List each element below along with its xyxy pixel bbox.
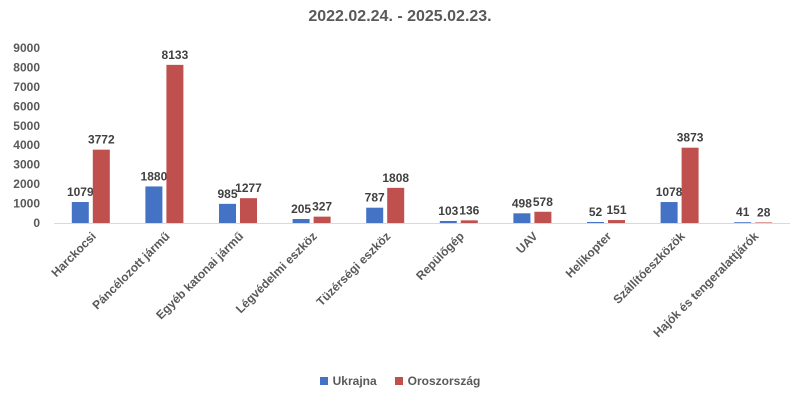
- bar-oroszorszag: [681, 147, 699, 223]
- data-label: 103: [438, 204, 458, 218]
- data-label: 3873: [677, 131, 704, 145]
- data-label: 151: [606, 203, 626, 217]
- y-tick-label: 1000: [13, 197, 40, 211]
- data-label: 787: [365, 191, 385, 205]
- data-label: 1808: [382, 171, 409, 185]
- data-label: 578: [533, 195, 553, 209]
- data-label: 3772: [88, 133, 115, 147]
- x-tick-label: Harckocsi: [48, 229, 98, 279]
- x-tick-label: Helikopter: [563, 229, 615, 281]
- data-label: 985: [217, 187, 237, 201]
- bar-ukrajna: [366, 207, 384, 223]
- legend-item-oroszorszag: Oroszország: [394, 374, 481, 388]
- bar-ukrajna: [734, 222, 752, 223]
- bar-ukrajna: [513, 213, 531, 223]
- data-label: 1880: [141, 169, 168, 183]
- chart-title: 2022.02.24. - 2025.02.23.: [308, 8, 492, 25]
- y-tick-label: 4000: [13, 138, 40, 152]
- data-label: 205: [291, 202, 311, 216]
- y-tick-label: 5000: [13, 119, 40, 133]
- bar-ukrajna: [660, 202, 678, 223]
- y-tick-label: 6000: [13, 99, 40, 113]
- data-label: 1078: [656, 185, 683, 199]
- legend-item-ukrajna: Ukrajna: [319, 374, 377, 388]
- data-label: 498: [512, 196, 532, 210]
- data-label: 327: [312, 200, 332, 214]
- data-label: 28: [757, 205, 771, 219]
- x-tick-label: Repülőgép: [413, 229, 467, 283]
- x-tick-label: Páncélozott jármű: [90, 229, 173, 312]
- data-label: 1277: [235, 181, 262, 195]
- legend-swatch-ukrajna: [319, 377, 328, 385]
- x-tick-label: Légvédelmi eszköz: [233, 229, 320, 316]
- y-tick-label: 2000: [13, 177, 40, 191]
- bar-oroszorszag: [92, 149, 110, 223]
- legend-label-ukrajna: Ukrajna: [332, 374, 377, 388]
- bar-oroszorszag: [240, 198, 257, 223]
- x-tick-label: Tüzérségi eszköz: [314, 229, 394, 309]
- bar-oroszorszag: [460, 220, 478, 223]
- bar-ukrajna: [292, 219, 310, 223]
- legend: Ukrajna Oroszország: [0, 374, 800, 388]
- bar-ukrajna: [439, 220, 457, 223]
- data-label: 41: [736, 205, 750, 219]
- legend-label-oroszorszag: Oroszország: [407, 374, 481, 388]
- y-tick-label: 8000: [13, 60, 40, 74]
- data-label: 136: [459, 203, 479, 217]
- bar-ukrajna: [219, 203, 236, 223]
- bar-oroszorszag: [166, 64, 184, 223]
- data-label: 52: [589, 205, 603, 219]
- y-tick-label: 0: [33, 216, 40, 230]
- bar-ukrajna: [587, 221, 604, 223]
- bar-oroszorszag: [608, 220, 625, 223]
- bar-ukrajna: [71, 202, 89, 223]
- x-tick-label: UAV: [513, 229, 540, 256]
- bar-oroszorszag: [387, 187, 405, 223]
- y-tick-label: 7000: [13, 80, 40, 94]
- data-label: 1079: [67, 185, 94, 199]
- bar-oroszorszag: [755, 222, 773, 223]
- y-tick-label: 9000: [13, 41, 40, 55]
- x-tick-label: Szállítóeszközök: [610, 229, 688, 307]
- bar-oroszorszag: [313, 216, 331, 223]
- y-tick-label: 3000: [13, 158, 40, 172]
- bar-oroszorszag: [534, 211, 552, 223]
- bar-ukrajna: [145, 186, 163, 223]
- data-label: 8133: [162, 48, 189, 62]
- legend-swatch-oroszorszag: [394, 377, 403, 385]
